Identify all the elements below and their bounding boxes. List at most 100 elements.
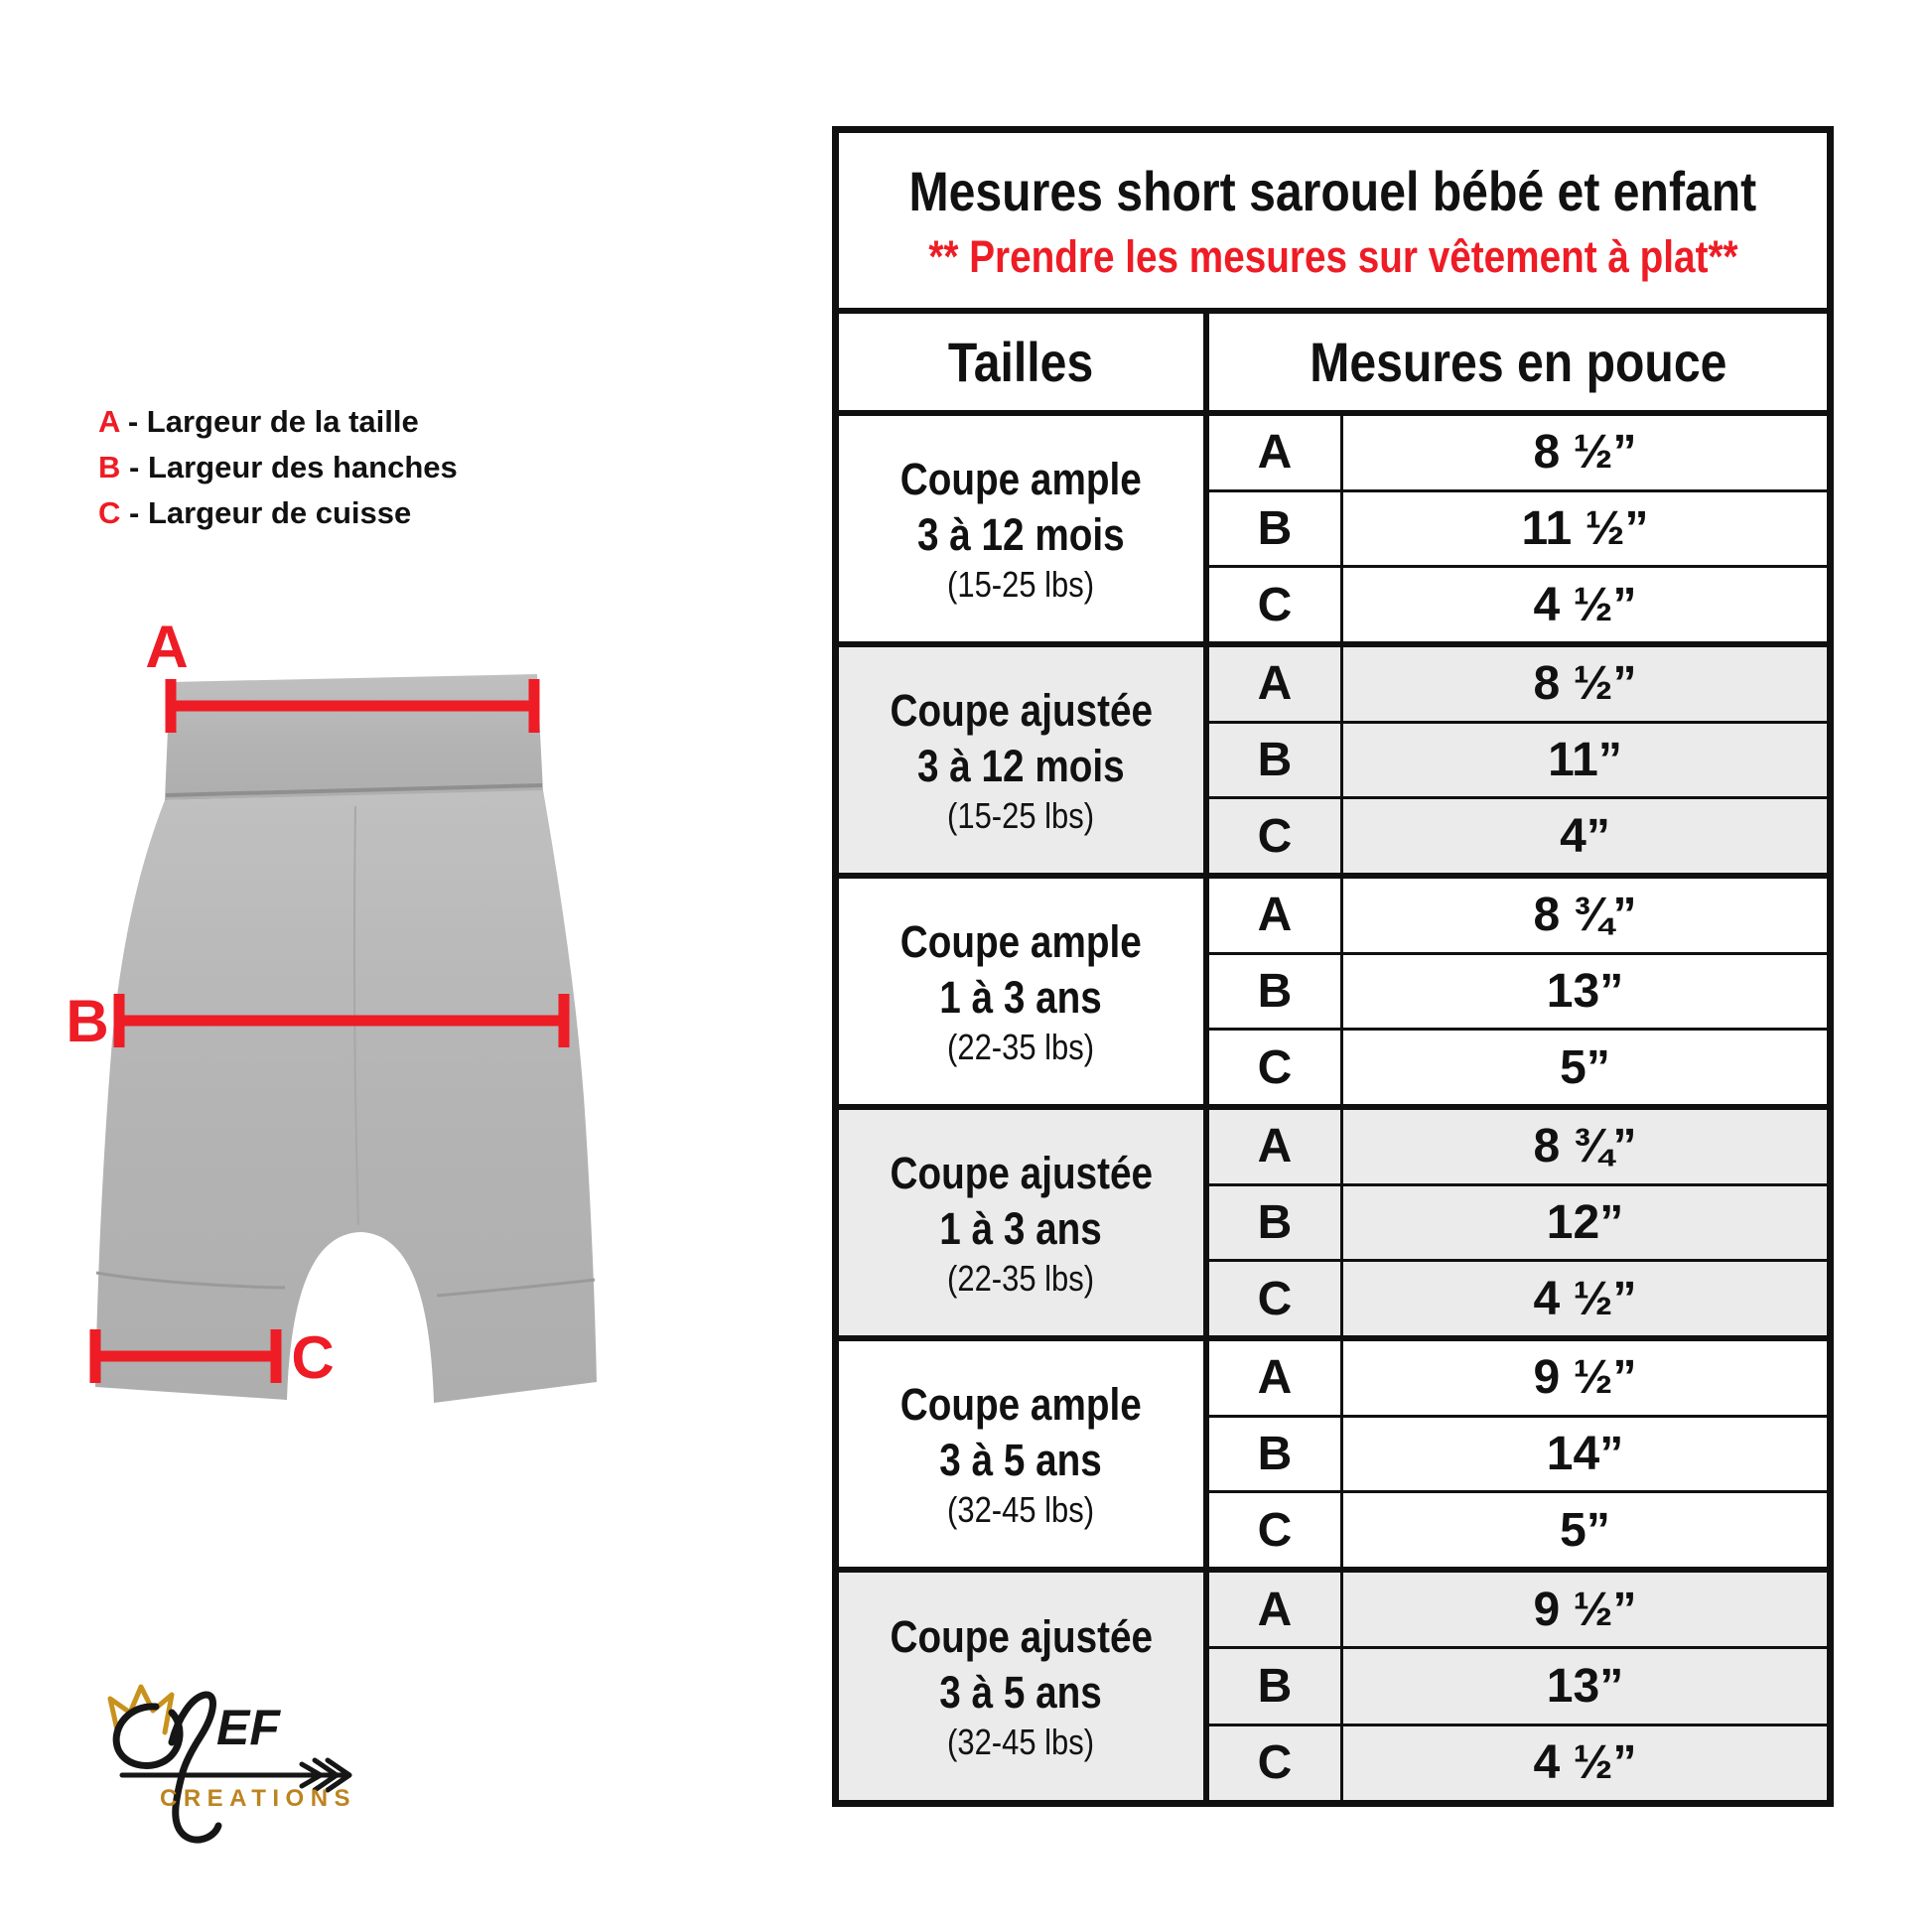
measure-row: A 8 ½” <box>1209 647 1827 724</box>
legend-item: A - Largeur de la taille <box>98 399 458 445</box>
size-cut-text: Coupe ample <box>899 453 1142 504</box>
measure-row-value: 8 ¾” <box>1533 1120 1637 1173</box>
measure-row-value: 8 ¾” <box>1533 889 1637 942</box>
measure-rows: A 9 ½” B 14” C 5” <box>1209 1341 1827 1568</box>
legend-text: - Largeur des hanches <box>120 450 458 484</box>
measure-rows: A 8 ½” B 11” C 4” <box>1209 647 1827 874</box>
measure-row-letter: A <box>1209 647 1343 721</box>
measure-row-value: 12” <box>1546 1196 1624 1249</box>
measure-row: C 5” <box>1209 1031 1827 1105</box>
size-group-label: Coupe ample 3 à 5 ans (32-45 lbs) <box>839 1341 1209 1567</box>
size-weight: (22-35 lbs) <box>935 1257 1106 1301</box>
size-group: Coupe ample 1 à 3 ans (22-35 lbs) A 8 ¾” B 13”… <box>839 879 1827 1110</box>
column-header-mesures: Mesures en pouce <box>1209 314 1827 410</box>
logo-wordmark: CREATIONS <box>160 1785 356 1812</box>
measure-row: B 11” <box>1209 723 1827 800</box>
measure-rows: A 9 ½” B 13” C 4 ½” <box>1209 1573 1827 1800</box>
measure-row-letter: B <box>1209 1185 1343 1260</box>
measure-row: B 12” <box>1209 1185 1827 1263</box>
measure-line-b <box>113 994 570 1047</box>
measure-row: C 4” <box>1209 799 1827 874</box>
measure-row: B 13” <box>1209 954 1827 1032</box>
size-age-text: 3 à 12 mois <box>917 508 1125 560</box>
measure-row-value: 4 ½” <box>1533 1736 1637 1790</box>
legend-letter: B <box>98 450 121 484</box>
arrow-icon <box>119 1757 352 1793</box>
size-age-text: 1 à 3 ans <box>939 971 1103 1023</box>
size-weight: (15-25 lbs) <box>935 794 1106 838</box>
measure-rows: A 8 ½” B 11 ½” C 4 ½” <box>1209 416 1827 642</box>
size-cut: Coupe ample <box>881 452 1162 507</box>
measure-row-letter: A <box>1209 879 1343 952</box>
measure-row: B 14” <box>1209 1417 1827 1494</box>
size-cut-text: Coupe ajustée <box>890 684 1153 736</box>
size-cut-text: Coupe ajustée <box>890 1610 1153 1662</box>
size-cut-text: Coupe ample <box>899 1378 1142 1430</box>
size-weight: (32-45 lbs) <box>935 1721 1106 1764</box>
size-age-text: 3 à 12 mois <box>917 740 1125 791</box>
legend-item: C - Largeur de cuisse <box>98 490 458 536</box>
legend-text: - Largeur de la taille <box>119 404 419 439</box>
size-groups: Coupe ample 3 à 12 mois (15-25 lbs) A 8 ½” B 1… <box>839 416 1827 1800</box>
measure-row: C 4 ½” <box>1209 1725 1827 1800</box>
size-age: 1 à 3 ans <box>926 1201 1115 1257</box>
size-age: 3 à 5 ans <box>926 1433 1115 1488</box>
measure-row-letter: B <box>1209 954 1343 1029</box>
measure-row-value: 14” <box>1546 1428 1624 1480</box>
size-group-label: Coupe ajustée 1 à 3 ans (22-35 lbs) <box>839 1110 1209 1335</box>
size-group: Coupe ample 3 à 5 ans (32-45 lbs) A 9 ½” B 14”… <box>839 1341 1827 1573</box>
size-group: Coupe ajustée 3 à 5 ans (32-45 lbs) A 9 ½” B 1… <box>839 1573 1827 1800</box>
column-header-mesures-text: Mesures en pouce <box>1309 331 1727 393</box>
size-age-text: 3 à 5 ans <box>939 1434 1103 1485</box>
size-group-label: Coupe ajustée 3 à 12 mois (15-25 lbs) <box>839 647 1209 873</box>
measure-row: A 9 ½” <box>1209 1573 1827 1650</box>
measure-row-letter: B <box>1209 723 1343 797</box>
size-age: 3 à 12 mois <box>900 739 1142 794</box>
size-age: 3 à 5 ans <box>926 1665 1115 1721</box>
size-weight: (22-35 lbs) <box>935 1026 1106 1069</box>
table-header-box: Mesures short sarouel bébé et enfant ** … <box>839 133 1827 314</box>
measure-label-c: C <box>291 1324 334 1391</box>
legend-item: B - Largeur des hanches <box>98 445 458 490</box>
size-cut-text: Coupe ample <box>899 915 1142 967</box>
measure-row-value: 9 ½” <box>1533 1351 1637 1405</box>
measure-row-letter: B <box>1209 1417 1343 1491</box>
table-subtitle-text: ** Prendre les mesures sur vêtement à pl… <box>927 230 1738 282</box>
measure-row-value: 8 ½” <box>1533 657 1637 711</box>
measure-rows: A 8 ¾” B 13” C 5” <box>1209 879 1827 1105</box>
size-weight-text: (22-35 lbs) <box>947 1026 1095 1067</box>
size-table: Mesures short sarouel bébé et enfant ** … <box>832 126 1834 1807</box>
size-cut: Coupe ample <box>881 1377 1162 1433</box>
table-subtitle: ** Prendre les mesures sur vêtement à pl… <box>863 231 1804 283</box>
measure-row-letter: C <box>1209 1262 1343 1336</box>
size-weight-text: (32-45 lbs) <box>947 1721 1095 1762</box>
measure-label-b: B <box>66 988 108 1054</box>
measure-row-letter: B <box>1209 491 1343 566</box>
table-title-text: Mesures short sarouel bébé et enfant <box>908 159 1757 222</box>
measure-row-letter: A <box>1209 1573 1343 1647</box>
measure-line-a <box>165 679 540 733</box>
column-header-tailles: Tailles <box>839 314 1209 410</box>
measure-row-value: 4 ½” <box>1533 578 1637 631</box>
size-group: Coupe ajustée 1 à 3 ans (22-35 lbs) A 8 ¾” B 1… <box>839 1110 1827 1341</box>
size-age-text: 1 à 3 ans <box>939 1202 1103 1254</box>
measure-row: A 8 ¾” <box>1209 1110 1827 1186</box>
measure-row: A 8 ¾” <box>1209 879 1827 955</box>
measure-row-letter: B <box>1209 1649 1343 1724</box>
measure-row: A 8 ½” <box>1209 416 1827 492</box>
measure-row-value: 9 ½” <box>1533 1583 1637 1636</box>
measure-row: B 11 ½” <box>1209 491 1827 569</box>
measure-row-letter: A <box>1209 1341 1343 1415</box>
shorts-waistband <box>165 674 543 800</box>
size-weight: (32-45 lbs) <box>935 1488 1106 1532</box>
measure-row-letter: C <box>1209 1031 1343 1105</box>
table-title: Mesures short sarouel bébé et enfant <box>840 159 1826 223</box>
size-age: 3 à 12 mois <box>900 507 1142 563</box>
size-cut: Coupe ajustée <box>869 1609 1174 1665</box>
size-weight-text: (15-25 lbs) <box>947 563 1095 605</box>
measure-row-value: 13” <box>1546 965 1624 1018</box>
measure-label-a: A <box>145 614 188 680</box>
size-cut: Coupe ajustée <box>869 683 1174 739</box>
measure-row-letter: C <box>1209 568 1343 642</box>
measure-row: C 4 ½” <box>1209 568 1827 642</box>
